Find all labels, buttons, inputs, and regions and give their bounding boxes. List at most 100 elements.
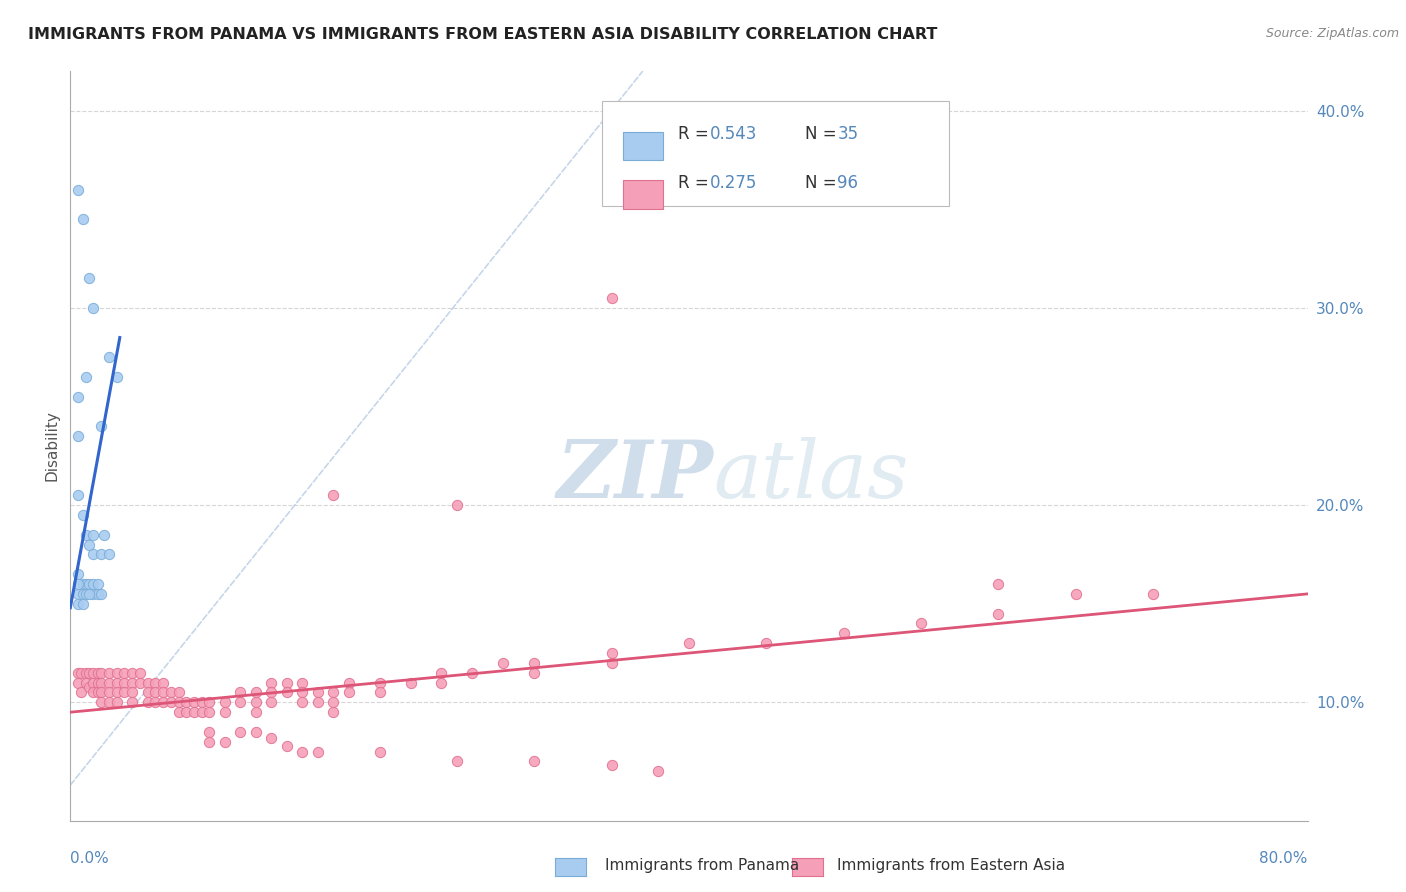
Text: 96: 96 <box>838 174 859 192</box>
Point <box>174 695 197 709</box>
Point <box>90 419 112 434</box>
Point <box>121 675 143 690</box>
Point <box>276 675 298 690</box>
Text: 35: 35 <box>838 125 859 144</box>
Point <box>105 685 128 699</box>
Point <box>72 597 94 611</box>
Point <box>121 695 143 709</box>
Text: 0.275: 0.275 <box>710 174 758 192</box>
Point <box>167 685 190 699</box>
Point <box>70 685 93 699</box>
Point <box>145 675 166 690</box>
Text: Source: ZipAtlas.com: Source: ZipAtlas.com <box>1265 27 1399 40</box>
Point <box>105 370 128 384</box>
Point <box>67 429 90 443</box>
Point <box>430 665 453 680</box>
Point <box>291 675 314 690</box>
Text: Immigrants from Panama: Immigrants from Panama <box>605 858 799 872</box>
Point <box>276 685 298 699</box>
Point <box>98 665 120 680</box>
Point <box>67 597 90 611</box>
Point <box>1064 587 1087 601</box>
Point <box>523 755 546 769</box>
Point <box>600 656 623 670</box>
Point <box>174 705 197 719</box>
Point <box>105 675 128 690</box>
Text: R =: R = <box>678 125 714 144</box>
Point <box>307 695 329 709</box>
Point <box>600 291 623 305</box>
Point <box>832 626 855 640</box>
Point <box>93 527 115 541</box>
Point <box>446 755 468 769</box>
Point <box>87 577 110 591</box>
Point <box>1142 587 1164 601</box>
Point <box>291 685 314 699</box>
Point <box>260 685 283 699</box>
Point <box>291 745 314 759</box>
Point <box>198 725 221 739</box>
Point <box>129 675 152 690</box>
Point <box>152 675 174 690</box>
Point <box>136 675 159 690</box>
Point <box>322 695 344 709</box>
Point <box>87 587 110 601</box>
Point <box>276 739 298 753</box>
Point <box>67 587 90 601</box>
Point <box>198 705 221 719</box>
Point <box>160 685 183 699</box>
Point <box>152 695 174 709</box>
Point <box>600 758 623 772</box>
Point <box>67 567 90 582</box>
Point <box>523 656 546 670</box>
Point <box>229 685 252 699</box>
Point <box>75 587 97 601</box>
Point <box>183 695 205 709</box>
Text: ZIP: ZIP <box>557 437 714 515</box>
Point <box>229 725 252 739</box>
Point <box>337 675 360 690</box>
Point <box>910 616 932 631</box>
Point <box>82 577 105 591</box>
Point <box>167 705 190 719</box>
Text: IMMIGRANTS FROM PANAMA VS IMMIGRANTS FROM EASTERN ASIA DISABILITY CORRELATION CH: IMMIGRANTS FROM PANAMA VS IMMIGRANTS FRO… <box>28 27 938 42</box>
Point <box>105 665 128 680</box>
Point <box>82 301 105 315</box>
Point <box>322 705 344 719</box>
FancyBboxPatch shape <box>602 102 949 206</box>
Point <box>145 695 166 709</box>
Point <box>430 675 453 690</box>
Point <box>368 685 391 699</box>
Point <box>98 351 120 365</box>
Point <box>98 685 120 699</box>
Point <box>245 725 267 739</box>
Point <box>82 587 105 601</box>
Point <box>260 731 283 745</box>
Point <box>183 705 205 719</box>
Text: R =: R = <box>678 174 714 192</box>
Point <box>72 508 94 522</box>
Point <box>136 695 159 709</box>
Point <box>191 705 214 719</box>
Point <box>114 685 135 699</box>
Point <box>322 488 344 502</box>
Point <box>152 685 174 699</box>
Point <box>368 745 391 759</box>
Point <box>214 695 236 709</box>
Point <box>399 675 422 690</box>
Point <box>198 695 221 709</box>
Point <box>77 271 100 285</box>
Point <box>70 665 93 680</box>
Point <box>82 665 105 680</box>
Point <box>136 685 159 699</box>
Point <box>523 665 546 680</box>
Point <box>229 695 252 709</box>
Point <box>87 685 110 699</box>
Point <box>67 675 90 690</box>
Point <box>121 665 143 680</box>
Point <box>145 685 166 699</box>
Point <box>492 656 515 670</box>
Point <box>647 764 669 779</box>
Point <box>368 675 391 690</box>
Point <box>98 675 120 690</box>
